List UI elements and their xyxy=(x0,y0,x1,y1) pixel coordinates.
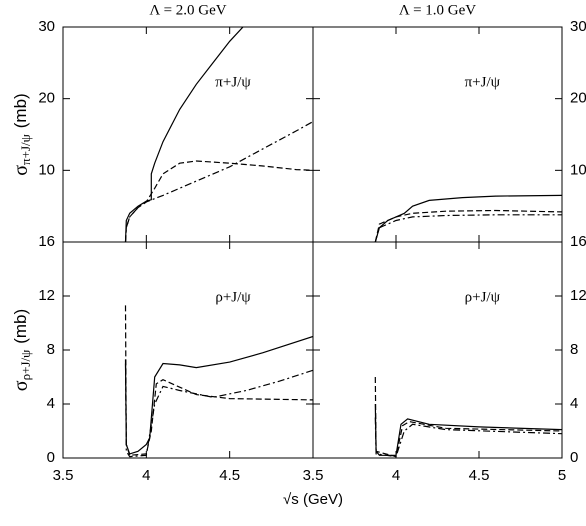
plot-frame xyxy=(312,241,563,459)
data-line xyxy=(374,376,562,458)
x-tick-label: 4 xyxy=(142,467,150,484)
x-tick-label: 4.5 xyxy=(219,467,240,484)
y-label-unit: (mb) xyxy=(11,93,30,128)
x-tick-label: 3.5 xyxy=(53,467,74,484)
y-tick-label: 20 xyxy=(38,90,55,107)
y-tick-label: 12 xyxy=(38,287,55,304)
y-label-subscript: π+J/ψ xyxy=(18,134,33,165)
y-label-symbol: σ xyxy=(10,380,32,391)
data-line xyxy=(124,121,313,242)
y-tick-label: 12 xyxy=(570,287,586,304)
annotation: π+J/ψ xyxy=(215,74,251,90)
data-line xyxy=(124,305,313,456)
y-tick-label: 30 xyxy=(38,18,55,35)
panel-title: Λ = 2.0 GeV xyxy=(149,2,226,18)
x-tick-label: 4.5 xyxy=(469,467,490,484)
panel-title: Λ = 1.0 GeV xyxy=(399,2,476,18)
y-tick-label: 8 xyxy=(47,341,55,358)
plot-frame xyxy=(312,26,563,243)
x-tick-label: 4 xyxy=(392,467,400,484)
data-line xyxy=(374,214,562,242)
y-tick-label: 10 xyxy=(38,161,55,178)
y-tick-label: 16 xyxy=(38,233,55,250)
data-line xyxy=(124,160,313,242)
x-tick-label: 3.5 xyxy=(303,467,324,484)
data-line xyxy=(124,363,313,458)
plot-frame xyxy=(62,241,314,459)
y-tick-label: 4 xyxy=(47,395,55,412)
annotation: ρ+J/ψ xyxy=(465,290,501,306)
data-line xyxy=(374,403,562,456)
y-tick-label: 20 xyxy=(570,90,586,107)
data-line xyxy=(124,335,313,455)
y-label-subscript: ρ+J/ψ xyxy=(18,350,33,381)
y-tick-label: 0 xyxy=(47,449,55,466)
y-tick-label: 16 xyxy=(570,233,586,250)
y-tick-label: 8 xyxy=(570,341,578,358)
y-tick-label: 4 xyxy=(570,395,578,412)
y-axis-label: σρ+J/ψ (mb) xyxy=(10,309,33,391)
data-line xyxy=(374,209,562,242)
y-label-symbol: σ xyxy=(10,165,32,176)
data-line xyxy=(374,417,562,458)
y-tick-label: 10 xyxy=(570,161,586,178)
y-tick-label: 30 xyxy=(570,18,586,35)
data-line xyxy=(124,27,244,242)
y-tick-label: 0 xyxy=(570,449,578,466)
annotation: ρ+J/ψ xyxy=(215,290,251,306)
annotation: π+J/ψ xyxy=(465,74,501,90)
x-tick-label: 5 xyxy=(558,467,566,484)
y-label-unit: (mb) xyxy=(11,309,30,344)
x-axis-label: √s (GeV) xyxy=(283,491,343,508)
plot-frame xyxy=(62,26,314,243)
y-axis-label: σπ+J/ψ (mb) xyxy=(10,93,33,175)
data-line xyxy=(374,194,562,242)
